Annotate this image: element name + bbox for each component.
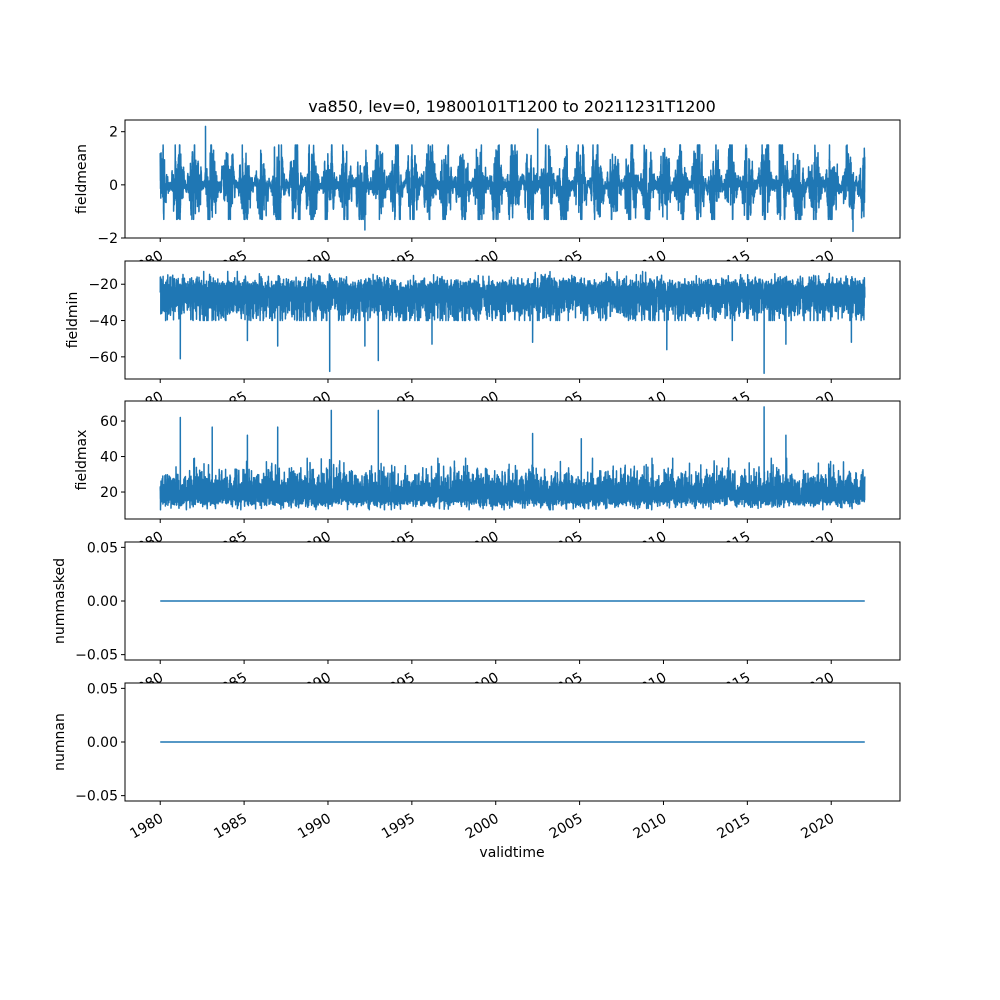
x-axis-label: validtime — [479, 845, 544, 861]
y-tick-label: 0 — [109, 178, 118, 194]
y-tick-label: 40 — [100, 450, 118, 466]
y-tick-label: 60 — [100, 414, 118, 430]
y-axis-label: nummasked — [52, 558, 68, 644]
chart-title: va850, lev=0, 19800101T1200 to 20211231T… — [308, 97, 716, 116]
y-axis-label: fieldmean — [74, 144, 90, 214]
y-axis-label: fieldmax — [74, 430, 90, 491]
fieldmax-series-line — [159, 406, 866, 511]
y-tick-label: 0.00 — [87, 735, 118, 751]
axes-frame — [124, 400, 901, 520]
axes-frame — [124, 260, 901, 380]
y-tick-label: −20 — [88, 277, 118, 293]
y-tick-label: −2 — [97, 231, 118, 247]
y-tick-label: −0.05 — [75, 648, 118, 664]
y-tick-label: −40 — [88, 314, 118, 330]
y-tick-label: −0.05 — [75, 789, 118, 805]
y-tick-label: −60 — [88, 350, 118, 366]
y-tick-label: 2 — [109, 125, 118, 141]
fieldmean-series-line — [159, 125, 866, 233]
axes-frame — [124, 119, 901, 239]
y-axis-label: fieldmin — [65, 292, 81, 349]
y-tick-label: 0.05 — [87, 540, 118, 556]
y-tick-label: 0.00 — [87, 594, 118, 610]
fieldmin-series-line — [159, 270, 866, 374]
y-tick-label: 0.05 — [87, 681, 118, 697]
y-axis-label: numnan — [52, 713, 68, 771]
y-tick-label: 20 — [100, 485, 118, 501]
